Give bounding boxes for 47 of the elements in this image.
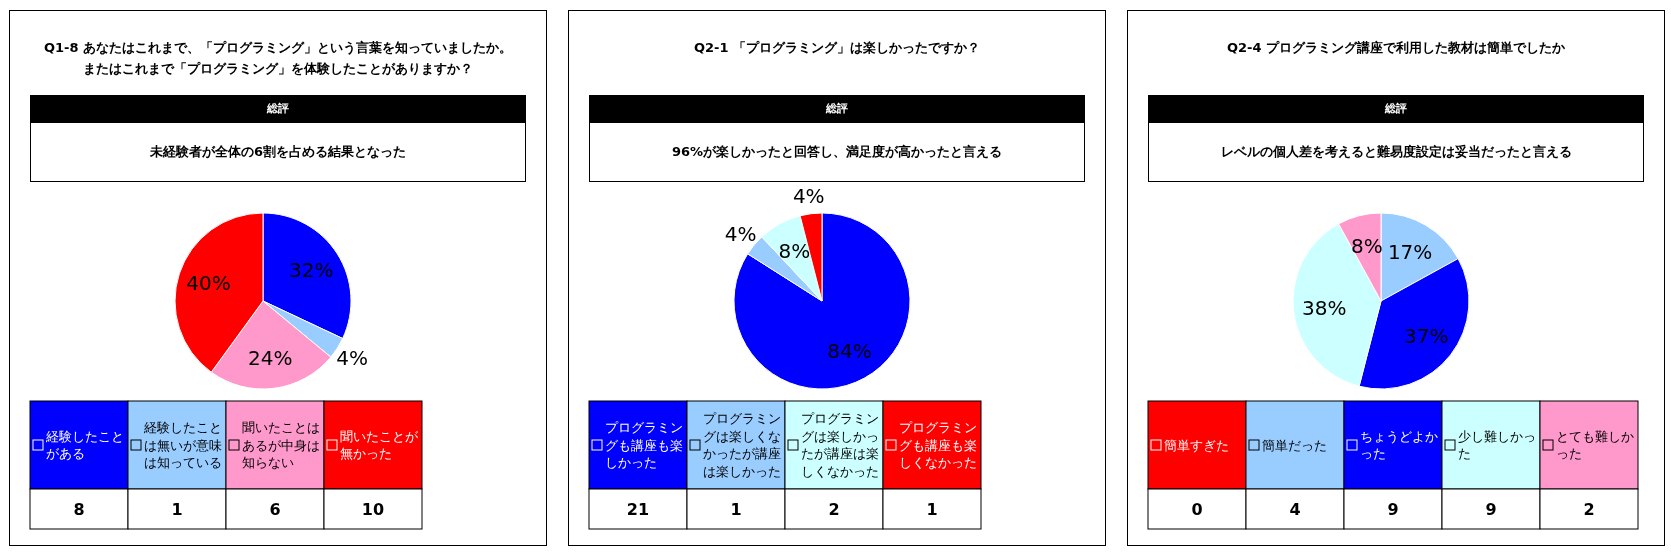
legend-label: 聞いたことが無かった [340,428,419,462]
legend-label: とても難しかった [1556,428,1634,462]
data-label: 32% [289,258,334,283]
text: レベルの個人差を考えると難易度設定は妥当だったと言える [1148,122,1644,182]
legend-label: 経験したことは無いが意味は知っている [143,420,222,471]
text: 21 [626,500,650,519]
data-label: 4% [336,345,369,370]
data-label: 8% [778,238,811,263]
legend-label: 経験したことがある [45,428,124,462]
text: 6 [269,500,281,519]
legend-label: ちょうどよかった [1360,428,1438,462]
text: 1 [926,500,938,519]
text: 10 [361,500,385,519]
text: 2 [1583,500,1595,519]
text: 2 [828,500,840,519]
chart-title: Q1-8 あなたはこれまで、「プログラミング」という言葉を知っていましたか。またはこれまで「プログラミング」を体験したことがありますか？ [43,39,513,78]
text: 96%が楽しかったと回答し、満足度が高かったと言える [589,122,1085,182]
text: 総評 [1148,95,1644,122]
legend-label: 聞いたことはあるが中身は知らない [242,420,320,471]
data-label: 38% [1302,296,1347,321]
legend-label: プログラミングは楽しくなかったが講座は楽しかった [703,411,781,479]
data-label: 84% [827,339,872,364]
data-label: 37% [1403,324,1449,349]
data-label: 8% [1350,233,1383,258]
data-label: 24% [247,345,293,370]
text: 総評 [30,95,526,122]
legend-label: 簡単すぎた [1164,437,1229,453]
text: 総評 [589,95,1085,122]
text: 9 [1387,500,1399,519]
data-label: 17% [1387,239,1433,264]
text: 9 [1485,500,1497,519]
data-label: 4% [792,184,825,209]
legend-label: 簡単だった [1262,437,1327,453]
chart-title: Q2-1 「プログラミング」は楽しかったですか？ [692,39,982,57]
text: 8 [73,500,85,519]
chart-title: Q2-4 プログラミング講座で利用した教材は簡単でしたか [1225,39,1567,57]
data-label: 40% [186,271,231,296]
text: 0 [1191,500,1203,519]
text: 1 [171,500,183,519]
legend-label: プログラミングも講座も楽しくなかった [899,420,977,471]
legend-label: プログラミングは楽しかったが講座は楽しくなかった [801,411,879,479]
text: 4 [1289,500,1301,519]
text: 未経験者が全体の6割を占める結果となった [30,122,526,182]
text: 1 [730,500,742,519]
data-label: 4% [724,221,757,246]
legend-label: プログラミングも講座も楽しかった [605,420,683,471]
legend-label: 少し難しかった [1458,428,1536,462]
